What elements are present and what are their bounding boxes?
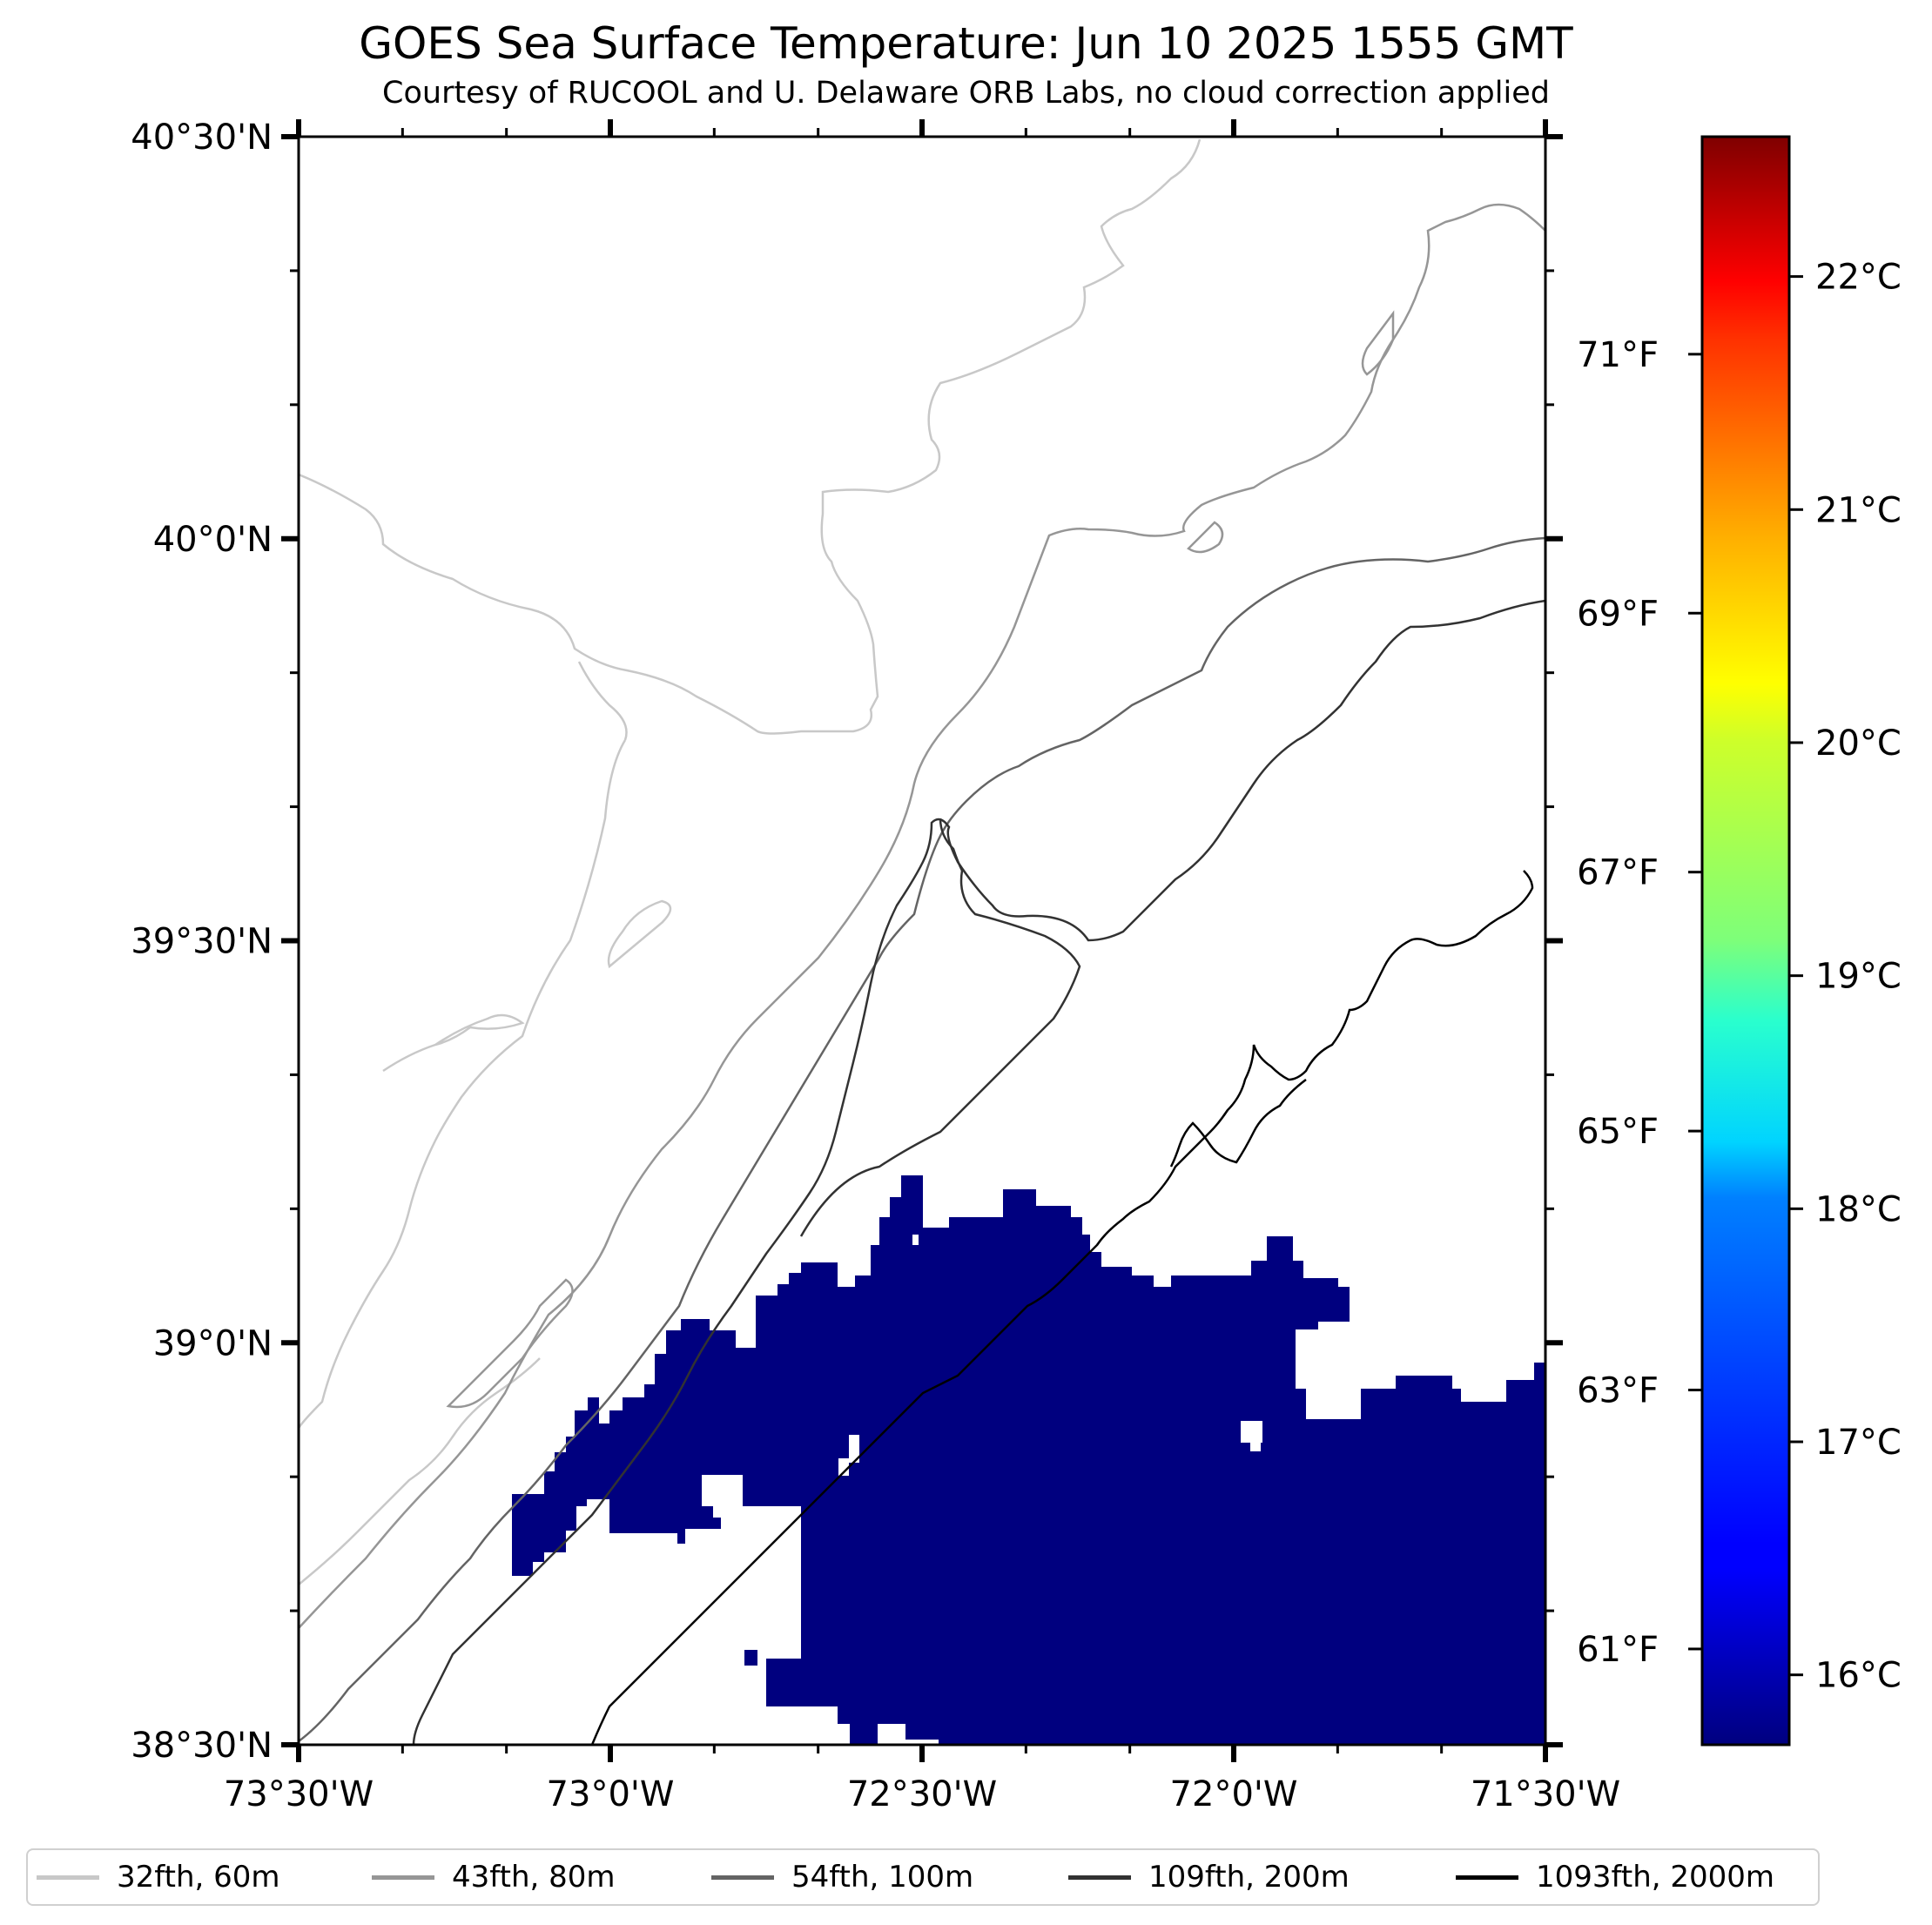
colorbar-c-label: 21°C <box>1815 490 1902 530</box>
colorbar-ticks: 22°C 21°C 20°C 19°C 18°C 17°C 16°C 71°F 69°F 67°F… <box>1577 258 1902 1696</box>
lon-label: 73°30'W <box>224 1774 374 1814</box>
sst-island <box>744 1650 757 1666</box>
legend-label: 109fth, 200m <box>1148 1860 1350 1895</box>
contour-legend: 32fth, 60m 43fth, 80m 54fth, 100m 109fth, 2… <box>26 1848 1820 1906</box>
colorbar-c-label: 16°C <box>1815 1656 1902 1696</box>
legend-item: 32fth, 60m <box>37 1850 280 1904</box>
legend-item: 109fth, 200m <box>1068 1850 1350 1904</box>
legend-swatch <box>37 1875 99 1880</box>
colorbar-f-label: 61°F <box>1577 1630 1659 1670</box>
colorbar-f-label: 71°F <box>1577 335 1659 375</box>
map-title: GOES Sea Surface Temperature: Jun 10 202… <box>359 18 1573 69</box>
legend-swatch <box>711 1875 774 1880</box>
contour-200m <box>412 599 1545 1745</box>
contour-80m-island <box>1361 310 1395 376</box>
colorbar-c-label: 20°C <box>1815 724 1902 764</box>
lon-label: 72°30'W <box>847 1774 997 1814</box>
legend-item: 1093fth, 2000m <box>1456 1850 1774 1904</box>
contour-80m-island <box>446 1278 574 1409</box>
bathymetry-contours <box>299 138 1545 1745</box>
sst-gap <box>849 1435 859 1463</box>
contour-60m-island <box>382 1013 525 1073</box>
contour-2000m-spur <box>1169 1079 1307 1168</box>
sst-patch <box>512 1175 1545 1745</box>
contour-60m-island <box>299 1357 541 1585</box>
legend-swatch <box>1068 1875 1131 1880</box>
sst-patch-group <box>512 1175 1545 1745</box>
legend-item: 43fth, 80m <box>372 1850 616 1904</box>
sst-gap <box>838 1458 849 1476</box>
contour-2000m <box>590 870 1534 1745</box>
sst-gap <box>1241 1421 1262 1443</box>
lat-label: 40°30'N <box>131 118 273 158</box>
sst-gap <box>1116 1247 1128 1259</box>
lon-label: 73°0'W <box>547 1774 675 1814</box>
colorbar-f-label: 65°F <box>1577 1112 1659 1152</box>
legend-label: 54fth, 100m <box>791 1860 974 1895</box>
lon-label: 71°30'W <box>1471 1774 1620 1814</box>
legend-swatch <box>1456 1875 1518 1880</box>
legend-label: 1093fth, 2000m <box>1536 1860 1775 1895</box>
lat-label: 38°30'N <box>131 1726 273 1766</box>
sst-gap <box>1106 1230 1119 1253</box>
map-axes: 40°30'N 40°0'N 39°30'N 39°0'N 38°30'N 73°30'W… <box>131 118 1620 1814</box>
colorbar <box>1700 135 1791 1747</box>
colorbar-f-label: 67°F <box>1577 853 1659 893</box>
sst-gap <box>1250 1441 1261 1451</box>
lat-label: 39°0'N <box>153 1323 273 1363</box>
contour-60m <box>577 661 628 741</box>
colorbar-c-label: 17°C <box>1815 1423 1902 1463</box>
contour-200m-loop <box>799 818 1081 1237</box>
lat-label: 40°0'N <box>153 520 273 560</box>
lat-label: 39°30'N <box>131 922 273 962</box>
colorbar-c-label: 22°C <box>1815 258 1902 298</box>
contour-60m-island <box>607 899 672 969</box>
colorbar-f-label: 63°F <box>1577 1371 1659 1411</box>
contour-100m <box>299 536 1545 1743</box>
contour-60m <box>299 138 1202 735</box>
colorbar-f-label: 69°F <box>1577 594 1659 634</box>
colorbar-c-label: 19°C <box>1815 957 1902 997</box>
lon-label: 72°0'W <box>1170 1774 1298 1814</box>
contour-60m <box>299 739 627 1429</box>
legend-item: 54fth, 100m <box>711 1850 973 1904</box>
colorbar-c-label: 18°C <box>1815 1189 1902 1229</box>
legend-label: 43fth, 80m <box>452 1860 616 1895</box>
legend-swatch <box>372 1875 434 1880</box>
legend-label: 32fth, 60m <box>117 1860 280 1895</box>
map-subtitle: Courtesy of RUCOOL and U. Delaware ORB L… <box>382 76 1550 111</box>
contour-80m-island <box>1187 521 1224 554</box>
